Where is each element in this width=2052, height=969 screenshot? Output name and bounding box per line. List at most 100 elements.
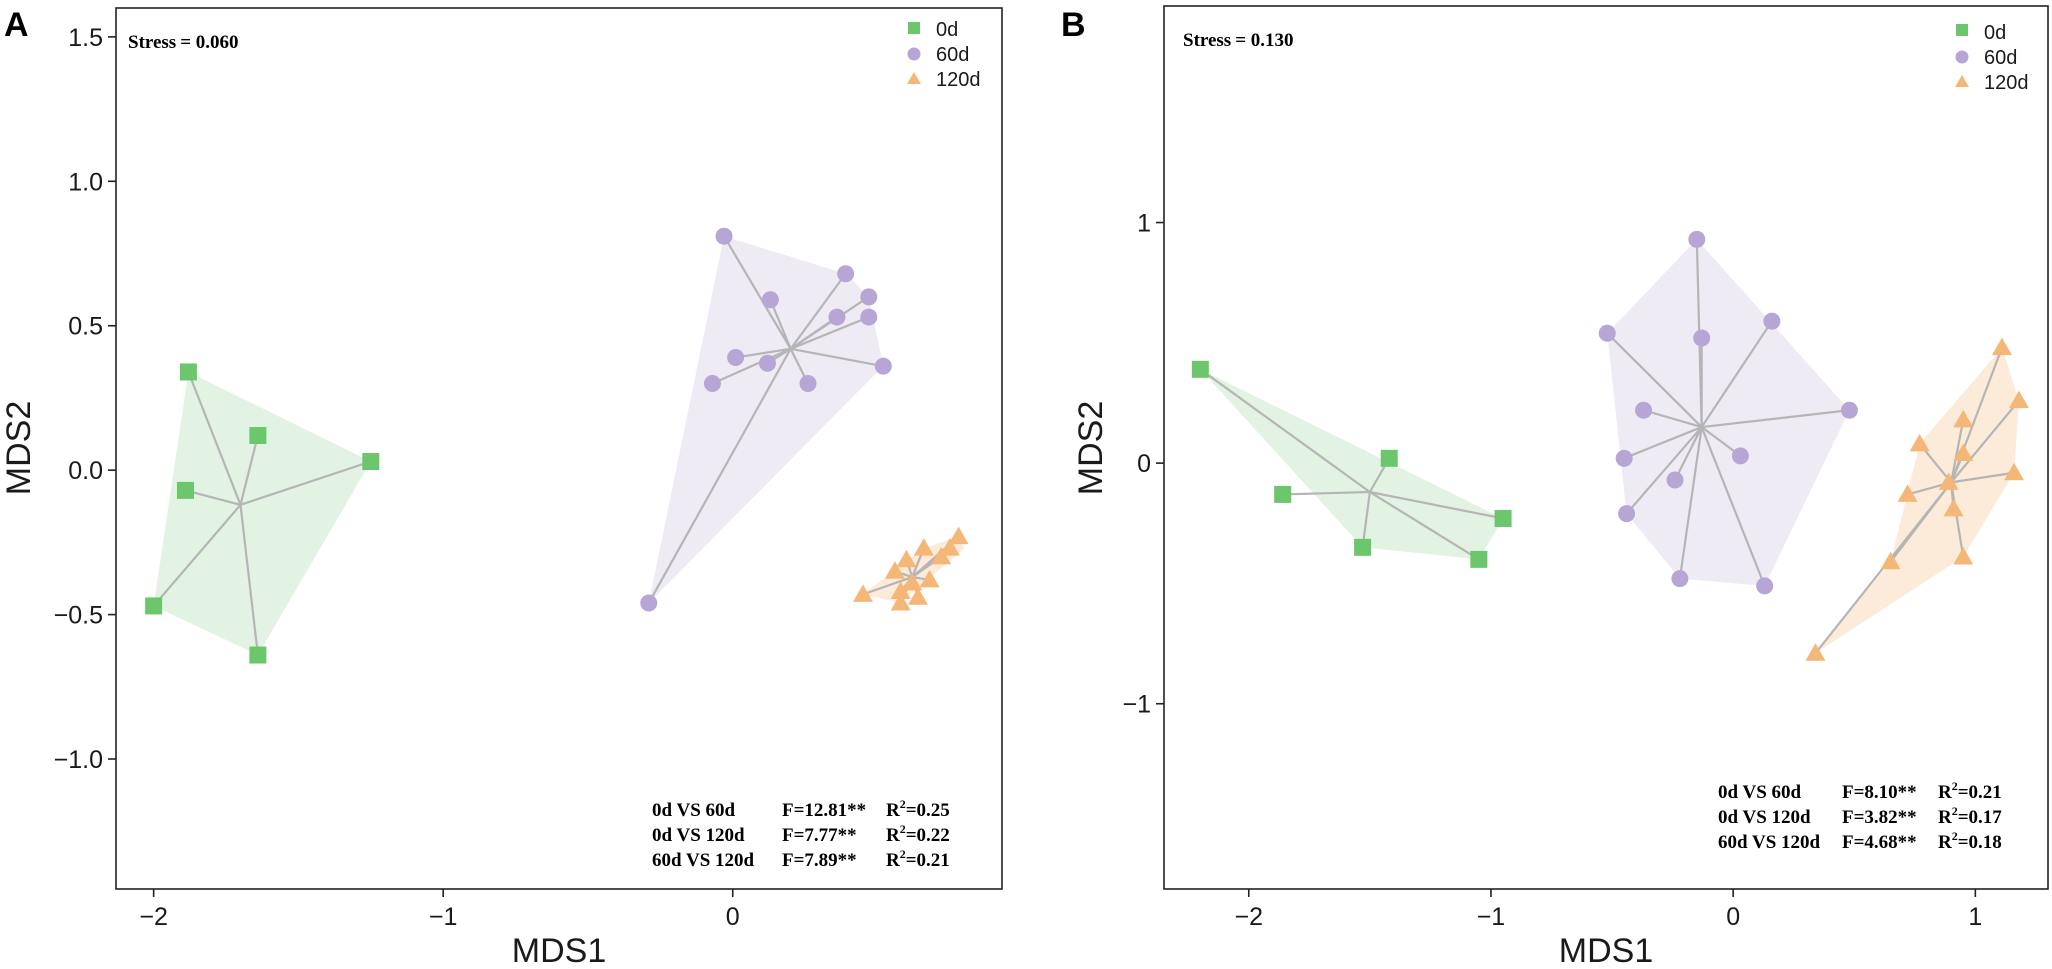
panel-b-stress-value: = 0.130 <box>1235 30 1293 51</box>
panel-a-60d-spoke <box>790 316 870 350</box>
panel-a-y-tick-label: 1.0 <box>68 168 103 196</box>
panel-a-60d-point <box>727 349 745 367</box>
panel-a-x-tick-label: −2 <box>139 903 168 931</box>
panel-a-120d-point <box>896 549 917 568</box>
panel-b-120d-spoke <box>1950 482 1965 558</box>
panel-b-stat-row: 0d VS 120d F=3.82** R2=0.17 <box>1718 804 2002 828</box>
panel-b-legend-60d-key <box>1955 50 1969 64</box>
stat-comparison: 60d VS 120d <box>652 850 755 871</box>
panel-a-0d-point <box>145 597 163 615</box>
panel-a-60d-spoke <box>712 347 792 385</box>
panel-a-120d-point <box>890 581 911 599</box>
panel-a-60d-point <box>874 357 892 375</box>
panel-a-60d-spoke <box>790 347 884 368</box>
panel-b-stress-annotation: Stress = 0.130 <box>1183 30 1294 51</box>
panel-b-120d-point <box>2004 462 2025 481</box>
panel-b-60d-point <box>1840 401 1858 419</box>
panel-a-0d-point <box>362 452 380 470</box>
panel-a-60d-spoke <box>647 348 792 604</box>
panel-a-120d-spoke <box>862 576 913 596</box>
panel-b-legend-120d-key <box>1955 75 1969 87</box>
panel-a-60d-spoke <box>735 347 791 359</box>
panel-b-60d-spoke <box>1643 409 1702 429</box>
panel-b-letter: B <box>1061 6 1086 44</box>
panel-b-legend-0d-label: 0d <box>1984 22 2006 44</box>
panel-a-120d-point <box>890 593 911 611</box>
panel-b-60d-point <box>1615 449 1633 467</box>
panel-b-x-tick-label: 1 <box>1968 903 1982 931</box>
panel-b-60d-point <box>1666 471 1684 489</box>
panel-a-120d-point <box>853 584 874 602</box>
panel-a-legend-60d-label: 60d <box>936 44 969 66</box>
stat-comparison: 0d VS 120d <box>652 825 745 846</box>
panel-a-60d-point <box>860 308 878 326</box>
panel-a-stress-annotation: Stress = 0.060 <box>128 32 239 53</box>
panel-b-0d-point <box>1494 509 1512 527</box>
panel-b-y-tick-label: −1 <box>1122 691 1151 719</box>
stat-r-sup: 2 <box>1952 804 1958 818</box>
panel-a-0d-point <box>176 481 194 499</box>
panel-b-120d-point <box>1880 551 1901 570</box>
panel-a-120d-point <box>902 572 923 591</box>
panel-a-plot-frame <box>115 7 1003 890</box>
panel-a-x-tick-label: −1 <box>429 903 458 931</box>
panel-a-60d-spoke <box>723 235 792 350</box>
panel-a-stress-value: = 0.060 <box>180 32 238 53</box>
panel-a-stat-row: 0d VS 120d F=7.77** R2=0.22 <box>652 822 950 846</box>
panel-b-60d-point <box>1635 401 1653 419</box>
panel-b-120d-spoke <box>1950 419 1965 483</box>
panel-b: B −2 −1 0 1 1 0 −1 MDS1 MDS2 Stress = 0.130 0d… <box>1061 5 2049 969</box>
panel-a-120d-point <box>931 546 952 565</box>
panel-a-y-tick-label: 0.5 <box>68 313 103 341</box>
panel-b-0d-point <box>1191 360 1209 378</box>
stat-r: R <box>886 850 900 871</box>
panel-b-60d-point <box>1688 230 1706 248</box>
panel-a-stats: 0d VS 60d F=12.81** R2=0.25 0d VS 120d F… <box>652 797 950 871</box>
panel-b-x-tick-label: −2 <box>1235 903 1264 931</box>
panel-a-60d-hull <box>648 236 884 604</box>
panel-b-60d-spoke <box>1623 426 1703 460</box>
stat-r-sup: 2 <box>1952 829 1958 843</box>
stat-comparison: 0d VS 120d <box>1718 807 1811 828</box>
panel-b-stat-row: 0d VS 60d F=8.10** R2=0.21 <box>1718 779 2002 803</box>
panel-b-60d-spoke <box>1700 426 1766 587</box>
panel-b-120d-point <box>1953 443 1974 462</box>
panel-a-stat-row: 0d VS 60d F=12.81** R2=0.25 <box>652 797 950 821</box>
panel-b-60d-spoke <box>1625 426 1703 515</box>
panel-b-y-tick-label: 1 <box>1137 210 1151 238</box>
panel-a-0d-hull <box>153 371 371 656</box>
panel-a-120d-point <box>939 538 960 556</box>
stat-comparison: 0d VS 60d <box>1718 782 1802 803</box>
panel-a-60d-point <box>758 354 776 372</box>
panel-a-60d-spoke <box>790 316 838 350</box>
panel-a-120d-point <box>884 561 905 579</box>
panel-b-legend-120d-label: 120d <box>1984 72 2029 94</box>
panel-a-120d-point <box>948 526 969 545</box>
panel-b-120d-point <box>1991 337 2012 356</box>
stat-f: F=12.81** <box>782 800 866 821</box>
panel-b-0d-spoke <box>1282 490 1370 496</box>
panel-b-legend-0d-key <box>1956 24 1968 36</box>
panel-a-120d-point <box>919 569 940 588</box>
panel-a-60d-point <box>640 594 658 612</box>
panel-a-60d-point <box>703 375 721 393</box>
panel-b-60d-spoke <box>1701 409 1850 429</box>
panel-a-y-axis-label: MDS2 <box>0 401 38 495</box>
stat-comparison: 60d VS 120d <box>1718 832 1821 853</box>
panel-b-plot-frame <box>1163 5 2049 890</box>
panel-b-120d-point <box>1909 433 1930 452</box>
panel-b-60d-point <box>1763 312 1781 330</box>
stat-r: R <box>1938 832 1952 853</box>
panel-a-y-tick-label: −1.0 <box>54 746 103 774</box>
stat-r: R <box>886 800 900 821</box>
panel-a-60d-spoke <box>789 273 847 350</box>
panel-b-0d-point <box>1354 538 1372 556</box>
stat-r-sup: 2 <box>1952 779 1958 793</box>
panel-b-x-tick-label: −1 <box>1477 903 1506 931</box>
panel-b-60d-point <box>1693 329 1711 347</box>
panel-b-120d-point <box>1943 498 1964 517</box>
panel-b-60d-spoke <box>1700 320 1773 428</box>
panel-a: A −2 −1 0 1.5 1.0 0.5 0.0 −0.5 −1.0 MDS1 MDS2 S… <box>0 6 1003 969</box>
panel-b-60d-spoke <box>1674 426 1703 481</box>
stat-f: F=3.82** <box>1842 807 1917 828</box>
